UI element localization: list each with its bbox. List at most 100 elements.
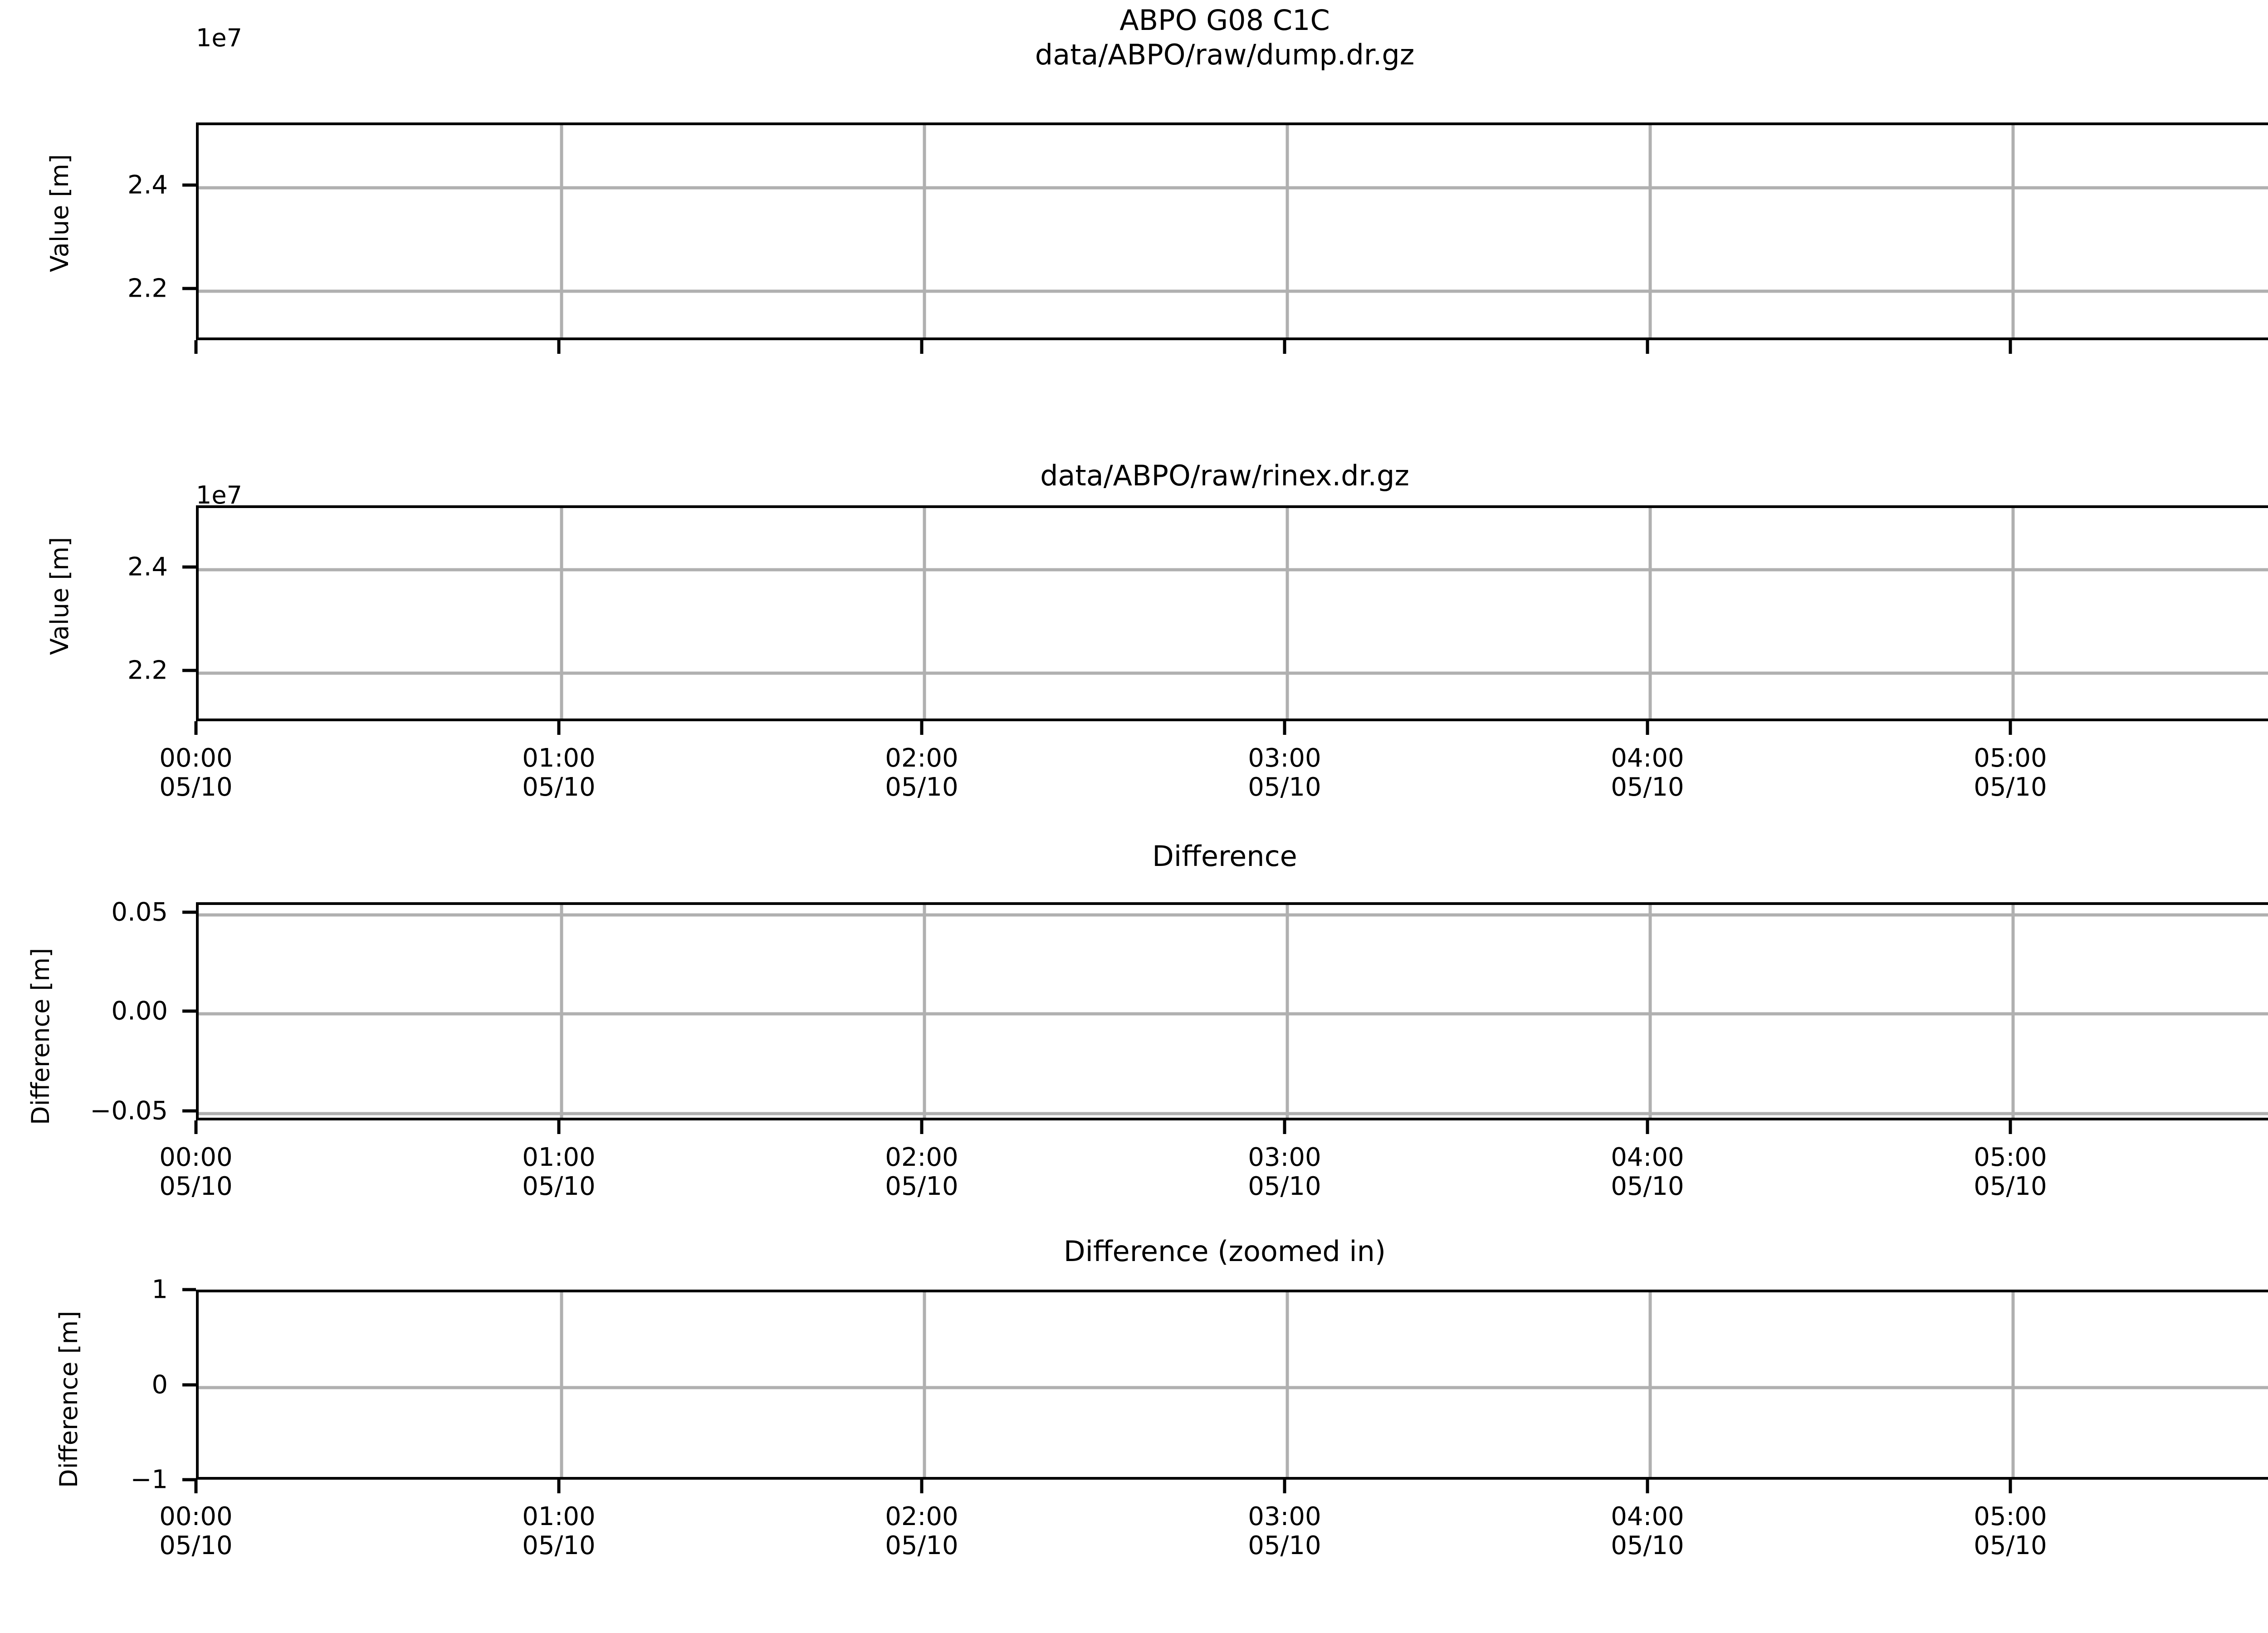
subplot-0-title: data/ABPO/raw/dump.dr.gz	[0, 38, 2268, 71]
subplot-0-title-text: data/ABPO/raw/dump.dr.gz	[1035, 38, 1415, 71]
subplot-2-xtick-time-5: 05:00	[1974, 1143, 2047, 1172]
subplot-2-ytick-1	[182, 1009, 196, 1013]
subplot-3-xtick-3	[1283, 1480, 1286, 1493]
subplot-2-xtick-date-4: 05/10	[1611, 1171, 1684, 1201]
subplot-0-gridline-v-5	[2011, 125, 2015, 337]
subplot-2-xtick-label-5: 05:00 05/10	[1920, 1143, 2101, 1201]
subplot-2-gridline-v-4	[1648, 905, 1652, 1118]
subplot-1-xtick-date-1: 05/10	[522, 772, 596, 802]
subplot-3-xtick-label-3: 03:00 05/10	[1194, 1502, 1375, 1560]
subplot-1-xtick-label-0: 00:00 05/10	[105, 744, 287, 802]
subplot-3-xtick-date-5: 05/10	[1974, 1530, 2047, 1560]
subplot-2-xtick-date-3: 05/10	[1248, 1171, 1321, 1201]
subplot-3-gridline-v-3	[1286, 1292, 1289, 1477]
subplot-0-xtick-5	[2009, 340, 2012, 354]
subplot-2-xtick-time-0: 00:00	[159, 1143, 233, 1172]
subplot-1-gridline-v-2	[923, 508, 926, 719]
subplot-3-gridline-h-1	[199, 1386, 2268, 1389]
figure-suptitle: ABPO G08 C1C	[0, 4, 2268, 37]
subplot-1-gridline-v-1	[560, 508, 563, 719]
subplot-3-xtick-time-1: 01:00	[522, 1502, 596, 1531]
subplot-2-ytick-0	[182, 910, 196, 914]
subplot-3-xtick-4	[1646, 1480, 1649, 1493]
subplot-2-ytick-label-2: −0.05	[90, 1096, 168, 1126]
subplot-1-title: data/ABPO/raw/rinex.dr.gz	[0, 459, 2268, 492]
subplot-3-gridline-v-4	[1648, 1292, 1652, 1477]
subplot-0-ytick-label-0: 2.4	[127, 170, 168, 200]
subplot-3-xtick-0	[194, 1480, 198, 1493]
subplot-0-ytick-1	[182, 287, 196, 290]
subplot-1-axes[interactable]	[196, 505, 2268, 721]
subplot-2-title-text: Difference	[1152, 840, 1297, 873]
subplot-2-xtick-3	[1283, 1120, 1286, 1134]
subplot-1-xtick-time-4: 04:00	[1611, 743, 1684, 773]
subplot-1-xtick-5	[2009, 721, 2012, 735]
subplot-1-xtick-time-0: 00:00	[159, 743, 233, 773]
subplot-3-xtick-label-4: 04:00 05/10	[1557, 1502, 1738, 1560]
subplot-2-xtick-time-4: 04:00	[1611, 1143, 1684, 1172]
subplot-1-xtick-label-5: 05:00 05/10	[1920, 744, 2101, 802]
subplot-0-xtick-3	[1283, 340, 1286, 354]
subplot-0-xtick-1	[557, 340, 561, 354]
subplot-3-xtick-1	[557, 1480, 561, 1493]
subplot-2-plot-area[interactable]	[199, 905, 2268, 1118]
subplot-1-xtick-date-3: 05/10	[1248, 772, 1321, 802]
subplot-1-xtick-label-2: 02:00 05/10	[831, 744, 1012, 802]
subplot-3-xtick-label-1: 01:00 05/10	[468, 1502, 650, 1560]
subplot-1-gridline-h-1	[199, 671, 2268, 675]
subplot-3-xtick-date-2: 05/10	[885, 1530, 958, 1560]
subplot-2-xtick-1	[557, 1120, 561, 1134]
subplot-3-xtick-time-5: 05:00	[1974, 1502, 2047, 1531]
subplot-3-ytick-0	[182, 1288, 196, 1291]
subplot-3-plot-area[interactable]	[199, 1292, 2268, 1477]
subplot-2-gridline-h-0	[199, 913, 2268, 917]
subplot-3-gridline-v-5	[2011, 1292, 2015, 1477]
subplot-3-axes[interactable]	[196, 1290, 2268, 1480]
subplot-2-gridline-v-5	[2011, 905, 2015, 1118]
subplot-3-xtick-time-3: 03:00	[1248, 1502, 1321, 1531]
subplot-1-xtick-date-5: 05/10	[1974, 772, 2047, 802]
subplot-2-ytick-label-1: 0.00	[111, 996, 168, 1026]
subplot-0-gridline-v-4	[1648, 125, 1652, 337]
subplot-2-ytick-label-0: 0.05	[111, 897, 168, 927]
subplot-0-xtick-2	[920, 340, 924, 354]
subplot-2-gridline-h-1	[199, 1012, 2268, 1016]
subplot-1-xtick-date-0: 05/10	[159, 772, 233, 802]
subplot-0-axes[interactable]	[196, 122, 2268, 340]
subplot-1-xtick-1	[557, 721, 561, 735]
subplot-2-xtick-label-1: 01:00 05/10	[468, 1143, 650, 1201]
subplot-1-xtick-3	[1283, 721, 1286, 735]
subplot-0-gridline-v-3	[1286, 125, 1289, 337]
subplot-1-xtick-label-3: 03:00 05/10	[1194, 744, 1375, 802]
subplot-2-axes[interactable]	[196, 902, 2268, 1120]
subplot-1-gridline-v-5	[2011, 508, 2015, 719]
subplot-3-xtick-time-0: 00:00	[159, 1502, 233, 1531]
subplot-3-gridline-v-2	[923, 1292, 926, 1477]
subplot-1-xtick-date-4: 05/10	[1611, 772, 1684, 802]
subplot-2-title: Difference	[0, 840, 2268, 873]
subplot-0-xtick-4	[1646, 340, 1649, 354]
subplot-2-gridline-v-1	[560, 905, 563, 1118]
subplot-3-xtick-2	[920, 1480, 924, 1493]
subplot-2-xtick-time-2: 02:00	[885, 1143, 958, 1172]
subplot-2-xtick-date-1: 05/10	[522, 1171, 596, 1201]
subplot-1-xtick-0	[194, 721, 198, 735]
subplot-3-ytick-label-1: 0	[152, 1370, 168, 1400]
subplot-3-xtick-label-5: 05:00 05/10	[1920, 1502, 2101, 1560]
subplot-1-plot-area[interactable]	[199, 508, 2268, 719]
subplot-3-xtick-date-3: 05/10	[1248, 1530, 1321, 1560]
subplot-3-ytick-label-0: 1	[152, 1275, 168, 1305]
subplot-2-xtick-label-3: 03:00 05/10	[1194, 1143, 1375, 1201]
subplot-2-xtick-5	[2009, 1120, 2012, 1134]
subplot-3-gridline-v-1	[560, 1292, 563, 1477]
subplot-3-xtick-date-1: 05/10	[522, 1530, 596, 1560]
subplot-0-plot-area[interactable]	[199, 125, 2268, 337]
subplot-3-ylabel: Difference [m]	[54, 1310, 83, 1488]
subplot-1-xtick-4	[1646, 721, 1649, 735]
subplot-3-xtick-date-0: 05/10	[159, 1530, 233, 1560]
subplot-2-gridline-h-2	[199, 1112, 2268, 1115]
subplot-2-xtick-0	[194, 1120, 198, 1134]
subplot-0-y-offset-text: 1e7	[196, 24, 242, 52]
subplot-1-gridline-h-0	[199, 568, 2268, 572]
